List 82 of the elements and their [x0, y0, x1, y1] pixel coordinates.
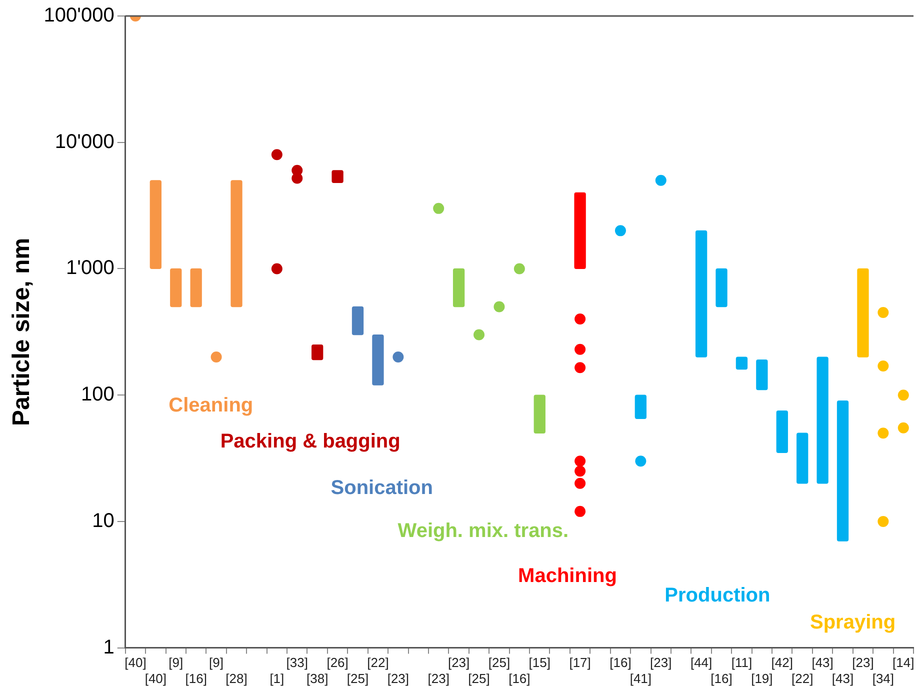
- x-tick-label: [9]: [209, 655, 224, 670]
- point: [514, 263, 525, 274]
- x-tick-label: [38]: [306, 670, 328, 686]
- x-tick-label: [23]: [650, 655, 672, 670]
- bar: [452, 268, 465, 308]
- text: Weigh. mix. trans.: [398, 520, 569, 542]
- bar: [352, 306, 364, 336]
- x-tick-label: [44]: [690, 655, 712, 670]
- x-tick-label: [22]: [792, 670, 814, 686]
- point: [574, 466, 586, 477]
- bar: [190, 268, 202, 308]
- x-tick-label: [16]: [710, 670, 732, 686]
- bar: [170, 268, 182, 308]
- x-tick-label: [40]: [144, 670, 167, 686]
- x-tick-label: [1]: [270, 670, 284, 686]
- text: Cleaning: [168, 394, 254, 416]
- x-tick-label: [25]: [488, 655, 510, 670]
- bar: [695, 230, 708, 358]
- x-tick-label: [41]: [630, 670, 652, 686]
- point: [655, 174, 666, 186]
- x-tick-label: [23]: [387, 670, 410, 686]
- x-tick-label: [14]: [892, 655, 914, 670]
- x-tick-label: [23]: [428, 670, 450, 686]
- point: [574, 506, 586, 517]
- bar: [332, 170, 344, 183]
- bar: [736, 356, 748, 370]
- bar: [312, 344, 324, 360]
- y-tick-label: 100'000: [44, 4, 114, 27]
- x-tick-label: [17]: [569, 655, 591, 670]
- point: [474, 329, 485, 340]
- bar: [836, 400, 849, 542]
- x-tick-label: [23]: [448, 655, 470, 670]
- x-tick-label: [43]: [832, 670, 854, 686]
- x-tick-label: [25]: [346, 670, 369, 686]
- point: [210, 352, 222, 363]
- x-tick-label: [34]: [872, 670, 894, 686]
- bar: [716, 268, 728, 308]
- x-tick-label: [33]: [286, 655, 308, 670]
- x-tick-label: [25]: [468, 670, 490, 686]
- x-tick-label: [11]: [731, 655, 752, 670]
- x-tick-label: [16]: [508, 670, 530, 686]
- x-tick-label: [28]: [226, 670, 248, 686]
- x-tick-label: [26]: [326, 655, 348, 670]
- point: [494, 301, 505, 312]
- text: Packing & bagging: [220, 430, 400, 452]
- bar: [372, 334, 384, 386]
- x-tick-label: [22]: [367, 655, 389, 670]
- x-tick-label: [42]: [771, 655, 793, 670]
- y-tick-label: 10: [92, 510, 114, 532]
- y-tick-label: 1: [103, 636, 114, 658]
- bar: [776, 410, 788, 454]
- text: Machining: [518, 564, 617, 587]
- text: Sonication: [330, 477, 433, 500]
- bar: [634, 394, 647, 420]
- point: [574, 478, 586, 489]
- bar: [816, 356, 828, 484]
- x-tick-label: [16]: [185, 670, 207, 686]
- y-axis-title: Particle size, nm: [8, 238, 36, 426]
- point: [635, 456, 646, 467]
- x-tick-label: [43]: [812, 655, 834, 670]
- bar: [150, 180, 162, 270]
- x-tick-label: [19]: [751, 670, 773, 686]
- bar: [574, 192, 586, 270]
- point: [392, 352, 404, 363]
- point: [614, 225, 626, 236]
- x-tick-label: [40]: [124, 655, 146, 670]
- x-tick-label: [23]: [852, 655, 874, 670]
- bar: [857, 268, 869, 358]
- bar: [756, 360, 768, 390]
- y-tick-label: 100: [80, 384, 114, 406]
- bar: [230, 180, 242, 308]
- point: [433, 202, 444, 214]
- x-tick-label: [15]: [528, 655, 550, 670]
- x-tick-label: [9]: [168, 655, 184, 670]
- bar: [534, 394, 546, 434]
- point: [271, 263, 282, 274]
- x-tick-label: [16]: [610, 655, 632, 670]
- text: Production: [664, 584, 770, 607]
- text: Spraying: [810, 612, 896, 634]
- y-tick-label: 1'000: [66, 257, 114, 280]
- y-tick-label: 10'000: [54, 130, 114, 153]
- bar: [796, 432, 808, 484]
